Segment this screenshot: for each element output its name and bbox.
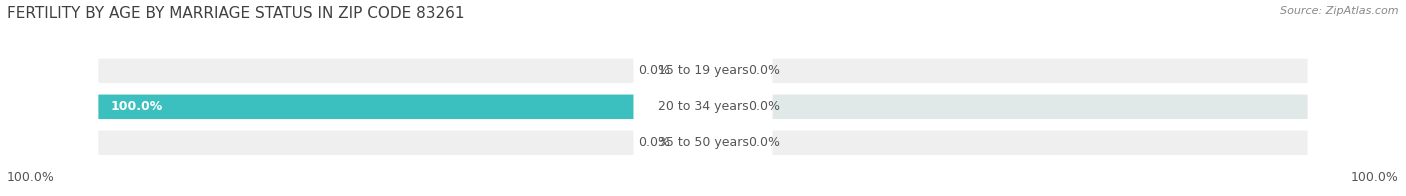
- FancyBboxPatch shape: [703, 59, 740, 83]
- Text: 0.0%: 0.0%: [748, 64, 780, 77]
- Text: 100.0%: 100.0%: [111, 100, 163, 113]
- FancyBboxPatch shape: [679, 131, 703, 155]
- FancyBboxPatch shape: [703, 131, 740, 155]
- Text: 0.0%: 0.0%: [748, 136, 780, 149]
- Text: Source: ZipAtlas.com: Source: ZipAtlas.com: [1281, 6, 1399, 16]
- Text: 100.0%: 100.0%: [1351, 171, 1399, 184]
- Text: 0.0%: 0.0%: [638, 136, 669, 149]
- FancyBboxPatch shape: [98, 95, 703, 119]
- Text: 100.0%: 100.0%: [7, 171, 55, 184]
- Text: 0.0%: 0.0%: [638, 64, 669, 77]
- FancyBboxPatch shape: [634, 78, 772, 136]
- FancyBboxPatch shape: [634, 114, 772, 172]
- FancyBboxPatch shape: [679, 59, 703, 83]
- Text: 15 to 19 years: 15 to 19 years: [658, 64, 748, 77]
- FancyBboxPatch shape: [98, 95, 1308, 119]
- Text: FERTILITY BY AGE BY MARRIAGE STATUS IN ZIP CODE 83261: FERTILITY BY AGE BY MARRIAGE STATUS IN Z…: [7, 6, 464, 21]
- FancyBboxPatch shape: [98, 59, 1308, 83]
- FancyBboxPatch shape: [634, 42, 772, 100]
- Text: 0.0%: 0.0%: [748, 100, 780, 113]
- Text: 20 to 34 years: 20 to 34 years: [658, 100, 748, 113]
- Text: 35 to 50 years: 35 to 50 years: [658, 136, 748, 149]
- FancyBboxPatch shape: [98, 131, 1308, 155]
- FancyBboxPatch shape: [703, 95, 740, 119]
